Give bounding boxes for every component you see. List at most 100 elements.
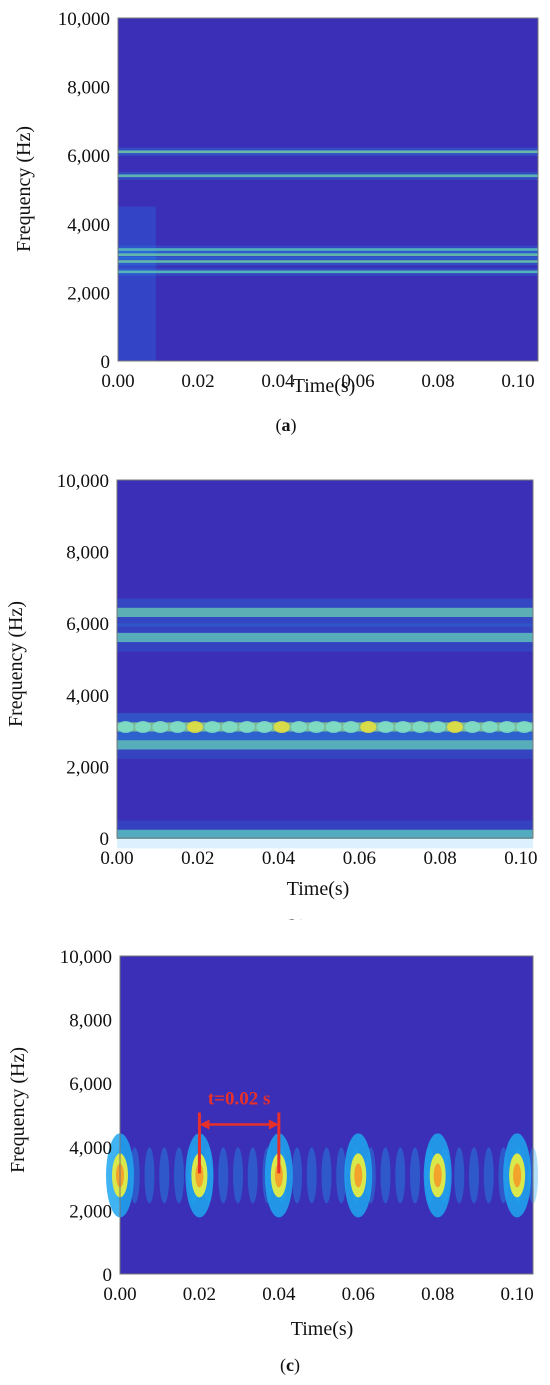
caption-c-letter: c [286, 1355, 294, 1375]
ripple-lobe [306, 1147, 317, 1204]
ripple-lobe [247, 1147, 258, 1204]
band-blob [152, 721, 169, 734]
plot-frame [117, 17, 539, 362]
frequency-band [118, 174, 538, 178]
frequency-band [118, 248, 538, 251]
band-blob [412, 721, 429, 734]
caption-c: (c) [280, 1355, 300, 1376]
x-tick-label: 0.06 [341, 371, 374, 392]
y-tick-label: 4,000 [69, 1138, 112, 1159]
band-blob [239, 721, 255, 734]
y-axis-label-a: Frequency (Hz) [13, 126, 35, 252]
frequency-band [118, 270, 538, 274]
x-tick-label: 0.06 [342, 1284, 375, 1305]
y-tick-label: 4,000 [66, 686, 109, 707]
y-tick-label: 8,000 [67, 78, 110, 99]
x-tick-label: 0.10 [504, 848, 537, 869]
band-blob [187, 721, 203, 734]
x-tick-label: 0.10 [501, 371, 534, 392]
ripple-lobe [395, 1147, 406, 1204]
spectrogram-a-svg: 0 2,000 4,000 6,000 8,000 10,000 0.00 0.02 0.04… [13, 9, 539, 436]
y-tick-labels-b: 0 2,000 4,000 6,000 8,000 10,000 [57, 471, 109, 850]
y-tick-label: 8,000 [69, 1011, 112, 1032]
ripple-lobe [144, 1147, 155, 1204]
ripple-lobe [336, 1147, 347, 1204]
plot-frame [116, 479, 534, 839]
frequency-band [117, 632, 533, 643]
ripple-lobe [380, 1147, 391, 1204]
peak-core [274, 1163, 283, 1188]
ripple-lobe [292, 1147, 302, 1204]
frequency-band [118, 253, 538, 256]
band-blob [169, 721, 186, 734]
plot-frame [119, 955, 534, 1275]
low-time-leakage [118, 206, 156, 361]
x-tick-label: 0.02 [181, 371, 214, 392]
x-tick-label: 0.04 [261, 371, 295, 392]
panel-a: 0 2,000 4,000 6,000 8,000 10,000 0.00 0.02 0.04… [0, 0, 550, 460]
panel-c: 0 2,000 4,000 6,000 8,000 10,000 0.00 0.02 0.04… [0, 930, 550, 1380]
y-tick-label: 0 [100, 829, 110, 850]
band-blob [360, 721, 377, 734]
y-tick-label: 10,000 [60, 947, 112, 968]
x-tick-label: 0.08 [421, 371, 454, 392]
ripple-lobe [483, 1147, 494, 1204]
peak-core [433, 1163, 442, 1188]
x-tick-label: 0.00 [101, 371, 134, 392]
x-tick-label: 0.02 [183, 1284, 216, 1305]
plot-area-b [116, 479, 534, 849]
band-blob [308, 721, 325, 734]
x-tick-label: 0.00 [103, 1284, 136, 1305]
x-tick-label: 0.10 [500, 1284, 533, 1305]
x-tick-labels-a: 0.00 0.02 0.04 0.06 0.08 0.10 [101, 371, 534, 392]
ripple-lobe [454, 1147, 465, 1204]
band-blob [273, 721, 290, 734]
y-tick-label: 10,000 [58, 9, 110, 30]
y-tick-label: 2,000 [67, 283, 110, 304]
x-tick-labels-c: 0.00 0.02 0.04 0.06 0.08 0.10 [103, 1284, 533, 1305]
ripple-lobe [410, 1147, 420, 1204]
ripple-lobe [321, 1147, 332, 1204]
frequency-band [117, 607, 533, 618]
ripple-lobe [233, 1147, 243, 1204]
ripple-lobe [159, 1147, 170, 1204]
y-axis-label-c: Frequency (Hz) [7, 1047, 29, 1173]
y-tick-label: 0 [103, 1265, 113, 1286]
x-axis-label-c: Time(s) [291, 1318, 354, 1340]
y-tick-label: 8,000 [66, 543, 109, 564]
y-tick-label: 2,000 [66, 757, 109, 778]
plot-area-a [117, 17, 539, 362]
y-tick-labels-c: 0 2,000 4,000 6,000 8,000 10,000 [60, 947, 112, 1286]
caption-b-letter: b [290, 916, 300, 920]
frequency-band [118, 150, 538, 154]
y-tick-label: 0 [101, 352, 111, 373]
x-axis-label-b: Time(s) [287, 878, 350, 900]
x-axis-label-a: Time(s) [293, 375, 356, 397]
arrow-head-right [268, 1119, 279, 1130]
y-tick-label: 6,000 [67, 146, 110, 167]
x-tick-label: 0.04 [262, 1284, 296, 1305]
frequency-band [117, 740, 533, 750]
band-blob [135, 721, 151, 734]
y-tick-label: 6,000 [66, 614, 109, 635]
caption-a: (a) [276, 415, 297, 436]
band-blob [516, 721, 533, 734]
caption-a-letter: a [282, 415, 291, 435]
frequency-band [117, 829, 533, 839]
panel-b: 0 2,000 4,000 6,000 8,000 10,000 0.00 0.02 0.04… [0, 460, 550, 937]
band-blob [447, 721, 463, 734]
x-tick-labels-b: 0.00 0.02 0.04 0.06 0.08 0.10 [100, 848, 537, 869]
spectrogram-background [120, 956, 533, 1274]
annotation-c: t=0.02 s [197, 1089, 281, 1174]
peak-core [195, 1163, 204, 1188]
band-blob [221, 721, 238, 734]
band-blob [395, 721, 411, 734]
band-blob [464, 721, 481, 734]
band-blob [481, 721, 498, 734]
y-tick-label: 6,000 [69, 1074, 112, 1095]
x-tick-label: 0.04 [262, 848, 296, 869]
peak-core [513, 1163, 522, 1188]
spectrogram-b-svg: 0 2,000 4,000 6,000 8,000 10,000 0.00 0.02 0.04… [5, 471, 538, 937]
x-tick-label: 0.08 [423, 848, 456, 869]
peak-core [354, 1163, 363, 1188]
